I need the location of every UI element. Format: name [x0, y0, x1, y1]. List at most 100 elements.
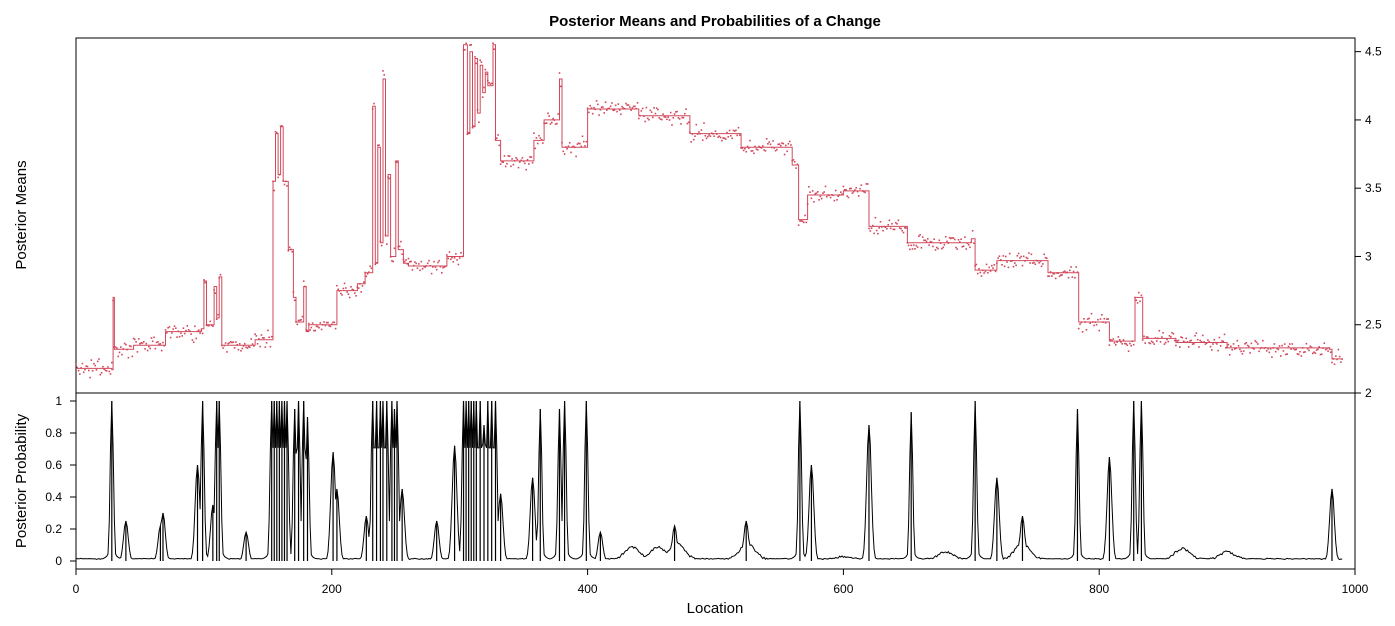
observation-point — [600, 106, 603, 108]
observation-point — [534, 147, 536, 150]
observation-point — [694, 135, 696, 137]
observation-point — [1158, 329, 1161, 332]
observation-point — [77, 369, 80, 372]
observation-point — [352, 289, 355, 291]
observation-point — [928, 244, 930, 246]
observation-point — [754, 145, 756, 148]
observation-point — [144, 348, 146, 350]
observation-point — [847, 196, 850, 199]
observation-point — [368, 271, 370, 273]
observation-point — [870, 227, 873, 229]
observation-point — [91, 370, 94, 372]
observation-point — [1152, 341, 1154, 344]
observation-point — [1086, 318, 1089, 320]
observation-point — [1057, 272, 1060, 274]
observation-point — [270, 335, 273, 338]
observation-point — [611, 102, 613, 104]
observation-point — [562, 150, 565, 153]
observation-point — [503, 155, 506, 157]
observation-point — [732, 129, 735, 132]
observation-point — [641, 107, 644, 110]
observation-point — [1301, 347, 1304, 349]
observation-point — [962, 245, 965, 247]
observation-point — [857, 195, 860, 197]
observation-point — [244, 342, 246, 345]
observation-point — [340, 292, 342, 295]
observation-point — [1162, 332, 1164, 334]
observation-point — [164, 329, 167, 331]
observation-point — [182, 327, 185, 329]
observation-point — [530, 156, 533, 158]
chart-title: Posterior Means and Probabilities of a C… — [549, 13, 881, 30]
observation-point — [1317, 348, 1319, 351]
observation-point — [517, 166, 520, 169]
observation-point — [522, 160, 525, 163]
observation-point — [261, 337, 264, 339]
observation-point — [1260, 346, 1263, 349]
observation-point — [1053, 272, 1056, 275]
observation-point — [403, 260, 406, 263]
observation-point — [411, 269, 414, 271]
observation-point — [964, 236, 966, 238]
observation-point — [1221, 340, 1223, 342]
observation-point — [758, 145, 760, 148]
observation-point — [984, 270, 987, 273]
observation-point — [663, 116, 666, 118]
observation-point — [842, 185, 845, 188]
observation-point — [259, 345, 261, 348]
observation-point — [1113, 342, 1116, 344]
observation-point — [95, 369, 98, 371]
observation-point — [1181, 336, 1184, 339]
observation-point — [736, 134, 738, 137]
observation-point — [833, 199, 836, 202]
observation-point — [135, 341, 137, 343]
observation-point — [1281, 344, 1283, 347]
observation-point — [934, 249, 937, 251]
observation-point — [369, 265, 371, 268]
observation-point — [803, 221, 805, 224]
observation-point — [462, 49, 465, 51]
observation-point — [996, 262, 998, 264]
observation-point — [1274, 350, 1277, 353]
observation-point — [855, 187, 857, 189]
observation-point — [1132, 343, 1135, 346]
observation-point — [1149, 342, 1152, 345]
observation-point — [102, 365, 104, 368]
observation-point — [157, 341, 159, 343]
observation-point — [1320, 353, 1323, 355]
observation-point — [1019, 257, 1021, 259]
observation-point — [200, 329, 203, 332]
observation-point — [565, 146, 567, 148]
observation-point — [1295, 348, 1297, 351]
observation-point — [391, 260, 393, 262]
observation-point — [936, 246, 938, 249]
observation-point — [912, 244, 915, 246]
observation-point — [269, 345, 272, 348]
observation-point — [190, 333, 192, 335]
observation-point — [1194, 334, 1196, 337]
observation-point — [1046, 257, 1048, 260]
observation-point — [1282, 350, 1285, 352]
observation-point — [606, 109, 608, 111]
observation-point — [296, 323, 299, 326]
observation-point — [1271, 356, 1273, 358]
observation-point — [884, 226, 887, 228]
observation-point — [980, 275, 983, 277]
observation-point — [943, 243, 946, 246]
observation-point — [1020, 255, 1022, 258]
observation-point — [418, 263, 420, 265]
observation-point — [316, 325, 319, 328]
observation-point — [910, 244, 912, 247]
observation-point — [249, 346, 251, 348]
observation-point — [1058, 275, 1061, 278]
observation-point — [1025, 256, 1028, 259]
observation-point — [1028, 252, 1030, 254]
observation-point — [809, 191, 811, 193]
observation-point — [1034, 263, 1037, 265]
observation-point — [318, 326, 320, 329]
observation-point — [1037, 260, 1039, 262]
observation-point — [366, 273, 369, 275]
observation-point — [214, 292, 217, 294]
observation-point — [247, 345, 250, 348]
observation-point — [918, 235, 920, 237]
